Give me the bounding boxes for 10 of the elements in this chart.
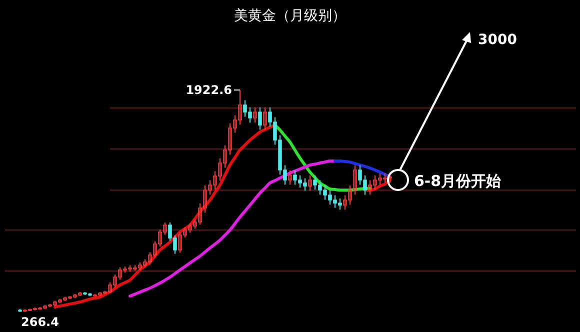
candlestick (258, 106, 262, 130)
candlestick (253, 106, 257, 124)
text: 266.4 (21, 315, 59, 329)
chart-title: 美黄金（月级别） (234, 8, 346, 24)
candlestick (263, 106, 267, 130)
candlestick (288, 170, 292, 186)
text: 3000 (478, 32, 518, 48)
annotation: 1922.6 (186, 83, 232, 97)
text: 6-8月份开始 (414, 172, 502, 190)
candlestick (308, 174, 312, 192)
